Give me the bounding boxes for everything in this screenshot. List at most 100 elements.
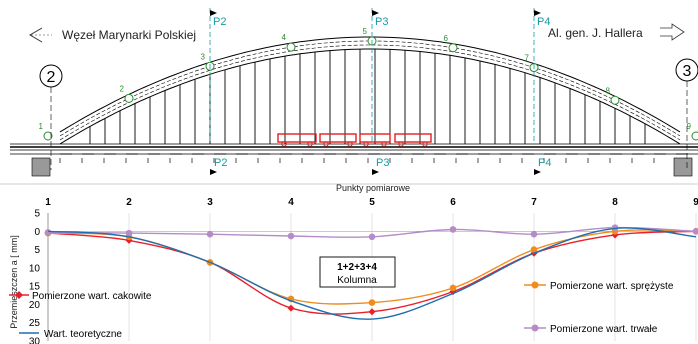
data-point [449, 284, 457, 292]
measurement-point-4 [286, 42, 296, 52]
data-point [44, 229, 52, 236]
arch-chord [59, 40, 681, 137]
data-point [530, 246, 538, 253]
train-wheel [281, 141, 287, 147]
x-tick-label: 3 [207, 197, 213, 208]
x-tick-label: 1 [45, 197, 51, 208]
point-label: 6 [444, 34, 449, 43]
x-axis-title: Punkty pomiarowe [336, 183, 410, 193]
flag-icon [372, 10, 379, 16]
point-label: 4 [282, 33, 287, 42]
svg-text:Pomierzone wart. sprężyste: Pomierzone wart. sprężyste [550, 281, 674, 292]
data-point [692, 227, 698, 235]
displacement-chart: Punkty pomiarowe 1 2 3 4 5 6 7 8 9 5 0 5 10 15 20 25 30… [0, 183, 698, 344]
train-car [319, 133, 357, 143]
point-label: 7 [525, 54, 530, 63]
legend-elastic: Pomierzone wart. sprężyste [524, 281, 674, 292]
y-tick-labels: 5 0 5 10 15 20 25 30 [29, 209, 41, 344]
support-2-marker: 2 [39, 64, 63, 170]
y-tick-label: 0 [34, 227, 40, 238]
flag-icon [534, 169, 541, 175]
point-label: 9 [687, 122, 692, 131]
train-wheel [398, 141, 404, 147]
bottom-marker-label: P2 [214, 157, 227, 169]
measurement-point-1 [43, 131, 53, 141]
point-label: 5 [363, 27, 368, 36]
y-tick-label: 10 [29, 263, 41, 274]
train-load [277, 133, 432, 147]
flag-icon [210, 169, 217, 175]
series-3 [47, 227, 697, 320]
annotation-line-2: Kolumna [337, 275, 377, 286]
bottom-marker-label: P4 [538, 157, 551, 169]
bridge-elevation: 1 2 3 4 5 6 7 8 9 P2 P3 P4 P2 P3 P4 Węzeł Marynarki Po… [10, 8, 698, 177]
data-point [287, 232, 295, 240]
train-car [277, 133, 317, 143]
x-tick-label: 6 [450, 197, 456, 208]
y-axis-title: Przemieszczen a [ mm] [9, 235, 19, 329]
y-tick-label: 20 [29, 300, 41, 311]
point-label: 2 [120, 84, 125, 93]
data-point [530, 230, 538, 238]
series-layer [44, 224, 698, 320]
annotation-line-1: 1+2+3+4 [337, 262, 377, 273]
svg-text:Pomierzone wart. trwałe: Pomierzone wart. trwałe [550, 324, 658, 335]
svg-text:Wart. teoretyczne: Wart. teoretyczne [44, 329, 122, 340]
point-label: 1 [39, 122, 44, 131]
hangers [89, 49, 646, 144]
bottom-marker-label: P3 [376, 157, 389, 169]
svg-text:3: 3 [683, 63, 692, 80]
top-marker-label: P4 [537, 16, 550, 28]
measurement-markers: 1 2 3 4 5 6 7 8 9 P2 P3 P4 P2 P3 P4 [39, 8, 698, 175]
left-direction-label: Węzeł Marynarki Polskiej [62, 28, 196, 42]
column-annotation: 1+2+3+4 Kolumna [319, 256, 396, 288]
flag-icon [372, 169, 379, 175]
x-tick-label: 5 [369, 197, 375, 208]
series-line [47, 227, 697, 320]
point-label: 3 [201, 52, 206, 61]
measurement-point-9 [691, 131, 698, 141]
support-3-marker: 3 [675, 58, 698, 170]
x-tick-label: 9 [693, 197, 698, 208]
y-tick-label: 15 [29, 282, 41, 293]
abutment [673, 157, 693, 177]
flag-icon [534, 10, 541, 16]
arch-chord [59, 36, 681, 133]
x-tick-labels: 1 2 3 4 5 6 7 8 9 [45, 197, 698, 208]
train-wheel [347, 141, 353, 147]
train-car [394, 133, 432, 143]
svg-text:Pomierzone wart. cakowite: Pomierzone wart. cakowite [32, 291, 152, 302]
data-point [206, 230, 214, 238]
top-marker-label: P2 [213, 16, 226, 28]
legend-theoretical: Wart. teoretyczne [19, 329, 122, 340]
data-point [368, 308, 376, 316]
point-label: 8 [606, 86, 611, 95]
arch [59, 36, 681, 145]
right-arrow-icon [660, 23, 685, 41]
x-tick-label: 8 [612, 197, 618, 208]
arch-chord [59, 48, 681, 145]
legend-total: Pomierzone wart. cakowite [9, 291, 152, 302]
y-tick-label: 25 [29, 318, 41, 329]
measurement-point-8 [610, 95, 620, 105]
train-wheel [363, 141, 369, 147]
train-wheel [323, 141, 329, 147]
data-point [368, 233, 376, 241]
left-arrow-icon [29, 27, 52, 43]
data-point [125, 229, 133, 237]
abutment [31, 157, 51, 177]
x-tick-label: 2 [126, 197, 132, 208]
train-car [359, 133, 391, 143]
legend-permanent: Pomierzone wart. trwałe [524, 324, 658, 335]
y-tick-label: 5 [34, 245, 40, 256]
bridge-deck [10, 143, 698, 177]
svg-text:2: 2 [47, 69, 56, 86]
top-marker-label: P3 [375, 16, 388, 28]
data-point [449, 226, 457, 233]
y-tick-label: 5 [34, 209, 40, 220]
train-wheel [307, 141, 313, 147]
x-tick-label: 4 [288, 197, 294, 208]
series-2 [44, 224, 698, 241]
train-wheel [422, 141, 428, 147]
